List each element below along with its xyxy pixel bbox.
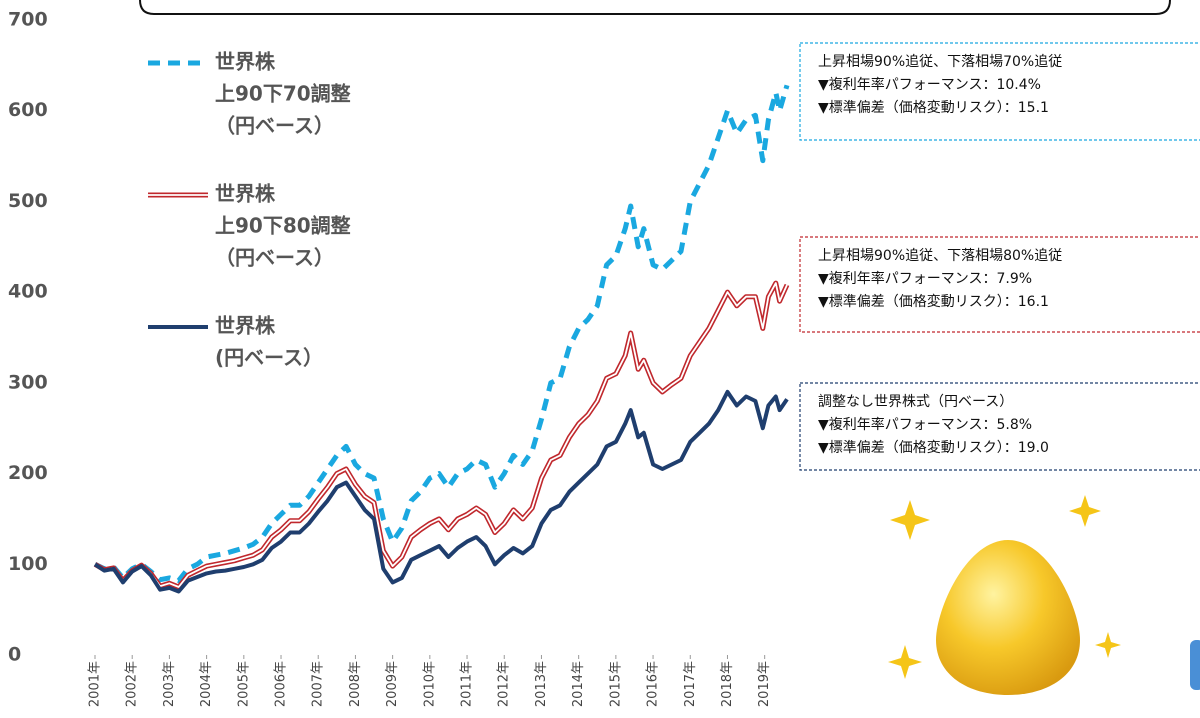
annotation-text: 上昇相場90%追従、下落相場80%追従	[818, 248, 1062, 264]
x-tick-label: 2019年	[757, 661, 772, 707]
x-tick-label: 2004年	[199, 661, 214, 707]
x-tick-label: 2016年	[646, 661, 661, 707]
y-tick-label: 400	[8, 281, 48, 303]
legend-label: 世界株	[215, 182, 276, 206]
legend-label: 上90下80調整	[215, 214, 351, 238]
legend-label: （円ベース）	[215, 114, 334, 138]
x-tick-label: 2017年	[683, 661, 698, 707]
x-tick-label: 2009年	[385, 661, 400, 707]
x-tick-label: 2008年	[348, 661, 363, 707]
x-tick-label: 2002年	[125, 661, 140, 707]
egg-illustration	[888, 495, 1200, 695]
legend-label: （円ベース）	[215, 246, 334, 270]
y-tick-label: 300	[8, 371, 48, 393]
legend-label: 世界株	[215, 314, 276, 338]
y-tick-label: 600	[8, 99, 48, 121]
y-tick-label: 0	[8, 644, 21, 666]
annotation-text: ▼標準偏差（価格変動リスク）：19.0	[818, 439, 1049, 456]
x-tick-label: 2007年	[311, 661, 326, 707]
annotation-text: ▼複利年率パフォーマンス：10.4%	[818, 76, 1041, 93]
legend-label: (円ベース）	[215, 346, 323, 370]
x-tick-label: 2006年	[274, 661, 289, 707]
y-tick-label: 500	[8, 190, 48, 212]
x-tick-label: 2001年	[88, 661, 103, 707]
y-tick-label: 100	[8, 553, 48, 575]
x-tick-label: 2013年	[534, 661, 549, 707]
x-tick-label: 2011年	[460, 661, 475, 707]
annotation-text: ▼複利年率パフォーマンス：5.8%	[818, 416, 1032, 433]
x-tick-label: 2015年	[608, 661, 623, 707]
annotation-text: ▼複利年率パフォーマンス：7.9%	[818, 270, 1032, 287]
legend-label: 上90下70調整	[215, 82, 351, 106]
x-tick-label: 2014年	[571, 661, 586, 707]
annotation-text: 調整なし世界株式（円ベース）	[818, 394, 1013, 410]
x-tick-label: 2005年	[236, 661, 251, 707]
x-tick-label: 2003年	[162, 661, 177, 707]
legend-label: 世界株	[215, 50, 276, 74]
annotation-text: 上昇相場90%追従、下落相場70%追従	[818, 54, 1062, 70]
x-tick-label: 2018年	[720, 661, 735, 707]
annotation-text: ▼標準偏差（価格変動リスク）：16.1	[818, 293, 1049, 310]
annotation-text: ▼標準偏差（価格変動リスク）：15.1	[818, 99, 1049, 116]
y-tick-label: 200	[8, 462, 48, 484]
x-tick-label: 2010年	[422, 661, 437, 707]
series-line	[95, 85, 787, 580]
top-frame	[140, 0, 1170, 14]
x-tick-label: 2012年	[497, 661, 512, 707]
chart: 0 100 200 300 400 500 600 700 2001年 2002年 2003年 200…	[0, 0, 1200, 718]
y-tick-label: 700	[8, 9, 48, 31]
